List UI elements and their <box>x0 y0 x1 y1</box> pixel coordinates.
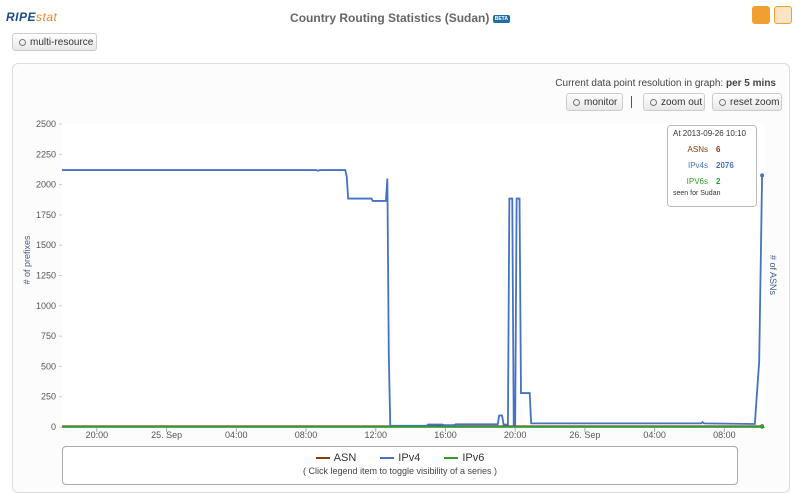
y-tick-label: 1000 <box>36 301 56 311</box>
x-tick-label: 04:00 <box>643 430 666 440</box>
separator <box>631 96 632 108</box>
legend-swatch <box>315 457 330 460</box>
button-label: monitor <box>584 97 618 108</box>
page-title: Country Routing Statistics (Sudan) BETA <box>0 11 800 25</box>
x-tick-label: 20:00 <box>86 430 109 440</box>
button-label: zoom out <box>661 97 703 108</box>
tooltip-row: IPv4s 2076 <box>668 161 756 170</box>
plot-area <box>62 124 765 427</box>
y-tick-label: 2000 <box>36 180 56 190</box>
end-marker <box>760 173 765 178</box>
tooltip-label: ASNs <box>687 145 708 154</box>
x-tick-label: 20:00 <box>504 430 527 440</box>
legend-item[interactable]: IPv4 <box>380 452 420 464</box>
button-label: reset zoom <box>730 97 780 108</box>
icon <box>650 98 657 106</box>
multi-resource-button[interactable]: multi-resource <box>12 33 97 51</box>
x-tick-label: 08:00 <box>295 430 318 440</box>
x-tick-label: 08:00 <box>713 430 736 440</box>
y-tick-label: 0 <box>51 422 56 432</box>
x-tick-label: 25. Sep <box>151 430 182 440</box>
feedback-button[interactable] <box>752 6 770 24</box>
tooltip-label: IPv4s <box>687 161 708 170</box>
y-tick-label: 250 <box>41 392 56 402</box>
icon <box>719 98 726 106</box>
tooltip-value: 2076 <box>716 161 734 170</box>
tooltip-value: 6 <box>716 145 721 154</box>
icon <box>19 38 26 46</box>
tooltip-title: At 2013-09-26 10:10 <box>673 129 746 138</box>
zoom-out-button[interactable]: zoom out <box>643 93 705 111</box>
y2-axis-label: # of ASNs <box>768 255 778 296</box>
resolution-info: Current data point resolution in graph: … <box>555 78 776 89</box>
tooltip: At 2013-09-26 10:10 ASNs 6 IPv4s 2076 IPV6s 2… <box>667 125 757 207</box>
logo-main: RIPE <box>6 10 37 24</box>
fullscreen-button[interactable] <box>774 6 792 24</box>
legend-item[interactable]: ASN <box>315 452 357 464</box>
title-text: Country Routing Statistics (Sudan) <box>290 11 490 25</box>
legend-label: IPv6 <box>462 452 485 464</box>
tooltip-label: IPV6s <box>686 177 708 186</box>
resolution-value: per 5 mins <box>725 78 776 89</box>
tooltip-value: 2 <box>716 177 721 186</box>
legend-items: ASN IPv4 IPv6 <box>63 452 737 464</box>
legend-label: IPv4 <box>398 452 421 464</box>
y-tick-label: 2500 <box>36 119 56 129</box>
y-tick-label: 1250 <box>36 271 56 281</box>
legend-note: ( Click legend item to toggle visibility… <box>302 466 498 476</box>
tooltip-footer: seen for Sudan <box>673 190 721 197</box>
logo-sub: stat <box>36 10 58 24</box>
y-axis-label: # of prefixes <box>22 235 32 285</box>
reset-zoom-button[interactable]: reset zoom <box>712 93 782 111</box>
tooltip-row: ASNs 6 <box>668 145 756 154</box>
beta-badge: BETA <box>492 14 510 23</box>
legend-label: ASN <box>333 452 357 464</box>
tooltip-rows: ASNs 6 IPv4s 2076 IPV6s 2 <box>668 145 756 186</box>
x-tick-label: 16:00 <box>434 430 457 440</box>
monitor-button[interactable]: monitor <box>566 93 623 111</box>
logo[interactable]: RIPEstat <box>6 10 57 24</box>
x-tick-label: 26. Sep <box>569 430 600 440</box>
legend-box: ASN IPv4 IPv6 ( Click legend item to toggl… <box>62 446 738 485</box>
tooltip-row: IPV6s 2 <box>668 177 756 186</box>
x-tick-label: 12:00 <box>364 430 387 440</box>
y-tick-label: 2250 <box>36 149 56 159</box>
icon <box>573 98 580 106</box>
button-label: multi-resource <box>30 37 94 48</box>
y-tick-label: 500 <box>41 361 56 371</box>
y-tick-label: 1500 <box>36 240 56 250</box>
y-tick-label: 750 <box>41 331 56 341</box>
legend-item[interactable]: IPv6 <box>444 452 484 464</box>
legend-swatch <box>444 457 459 460</box>
legend-swatch <box>380 457 395 460</box>
y-tick-label: 1750 <box>36 210 56 220</box>
series-line <box>62 169 763 427</box>
x-tick-label: 04:00 <box>225 430 248 440</box>
end-marker <box>760 424 765 429</box>
resolution-text: Current data point resolution in graph: <box>555 78 724 89</box>
